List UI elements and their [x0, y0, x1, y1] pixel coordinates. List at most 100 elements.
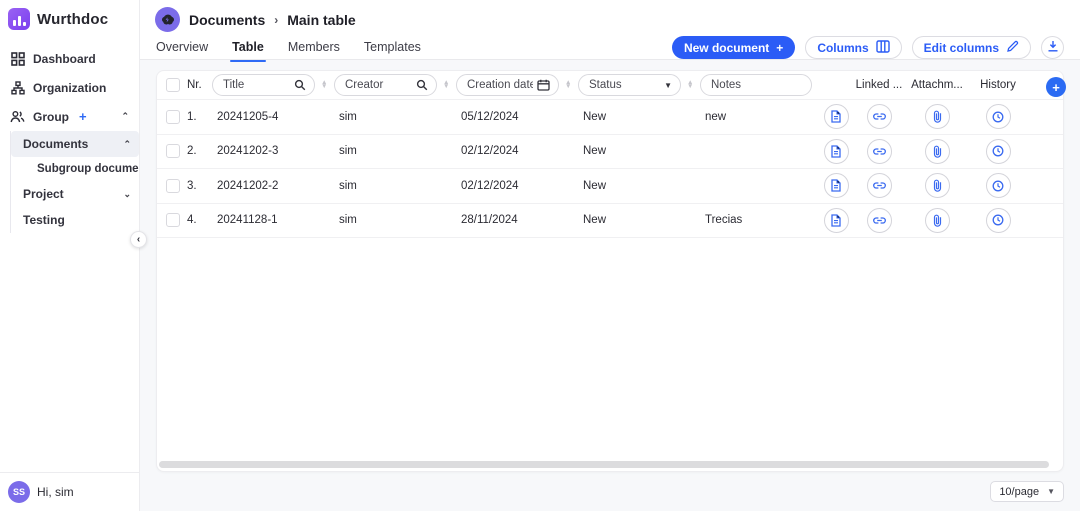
cell-title: 20241202-2 — [217, 179, 279, 192]
document-icon[interactable] — [823, 207, 849, 233]
dashboard-icon — [10, 51, 25, 66]
cell-status: New — [583, 145, 607, 158]
cell-status: New — [583, 214, 607, 227]
tab-table[interactable]: Table — [230, 40, 266, 62]
cell-creation-date: 02/12/2024 — [461, 179, 519, 192]
sort-icon[interactable]: ▲ ▼ — [321, 78, 328, 90]
table-row[interactable]: 4. 20241128-1 sim 28/11/2024 New Trecias — [157, 204, 1063, 238]
row-checkbox[interactable] — [166, 213, 180, 228]
sidebar-item-label: Organization — [33, 80, 107, 95]
cell-nr: 3. — [187, 179, 197, 192]
sidebar-item-testing[interactable]: Testing — [11, 207, 139, 233]
sidebar-item-documents[interactable]: Documents ⌃ — [11, 131, 139, 157]
select-all-checkbox[interactable] — [166, 78, 180, 92]
user-row[interactable]: SS Hi, sim — [0, 472, 139, 511]
chevron-up-icon[interactable]: ⌃ — [121, 111, 129, 121]
sidebar: Wurthdoc Dashboard Organization Group + … — [0, 0, 147, 511]
cell-creator: sim — [339, 145, 357, 158]
document-icon[interactable] — [823, 138, 849, 164]
table-row[interactable]: 3. 20241202-2 sim 02/12/2024 New — [157, 169, 1063, 204]
sidebar-item-project[interactable]: Project ⌄ — [11, 181, 139, 207]
cell-nr: 4. — [187, 214, 197, 227]
new-document-button[interactable]: New document + — [671, 36, 796, 59]
notes-filter — [700, 74, 812, 96]
tab-templates[interactable]: Templates — [363, 40, 421, 54]
history-icon[interactable] — [985, 207, 1011, 233]
scrollbar-thumb[interactable] — [159, 461, 1049, 468]
search-icon[interactable] — [294, 79, 306, 91]
cell-notes: new — [705, 110, 727, 123]
page-size-select[interactable]: 10/page ▼ — [990, 481, 1064, 502]
cell-title: 20241128-1 — [217, 214, 278, 227]
history-icon[interactable] — [985, 104, 1011, 130]
history-icon[interactable] — [985, 173, 1011, 199]
table-row[interactable]: 2. 20241202-3 sim 02/12/2024 New — [157, 135, 1063, 169]
sidebar-item-label: Testing — [23, 213, 65, 227]
breadcrumb-separator-icon: › — [274, 12, 279, 27]
row-checkbox[interactable] — [166, 178, 180, 193]
status-filter-select[interactable] — [589, 79, 661, 91]
attachment-icon[interactable] — [924, 138, 950, 164]
link-icon[interactable] — [866, 104, 892, 130]
search-icon[interactable] — [416, 79, 428, 91]
creation-date-filter-input[interactable] — [467, 79, 533, 91]
calendar-icon[interactable] — [537, 79, 550, 91]
sort-icon[interactable]: ▲ ▼ — [565, 78, 572, 90]
attachment-icon[interactable] — [924, 207, 950, 233]
sidebar-collapse-button[interactable]: ‹ — [130, 231, 147, 248]
pencil-icon — [1006, 40, 1019, 56]
sidebar-item-subgroup-documents[interactable]: Subgroup docume... — [11, 157, 139, 181]
horizontal-scrollbar[interactable] — [159, 461, 1063, 468]
sidebar-item-group[interactable]: Group + ⌃ — [0, 102, 139, 131]
sort-icon[interactable]: ▲ ▼ — [443, 78, 450, 90]
cell-creation-date: 02/12/2024 — [461, 145, 519, 158]
cell-status: New — [583, 110, 607, 123]
attachment-icon[interactable] — [924, 173, 950, 199]
breadcrumb-parent[interactable]: Documents — [189, 11, 266, 28]
app-name: Wurthdoc — [37, 10, 109, 28]
columns-button[interactable]: Columns — [805, 36, 902, 59]
title-filter-input[interactable] — [223, 79, 290, 91]
row-checkbox[interactable] — [166, 144, 180, 159]
app-logo-row: Wurthdoc — [0, 0, 139, 44]
creator-filter-input[interactable] — [345, 79, 412, 91]
tab-overview[interactable]: Overview — [156, 40, 209, 54]
columns-icon — [875, 39, 890, 56]
column-header-nr: Nr. — [187, 79, 202, 91]
add-group-button[interactable]: + — [79, 109, 87, 124]
cell-creator: sim — [339, 110, 357, 123]
cell-creation-date: 28/11/2024 — [461, 214, 518, 227]
link-icon[interactable] — [866, 207, 892, 233]
sidebar-item-label: Subgroup docume... — [37, 163, 139, 175]
chevron-down-icon[interactable]: ⌄ — [123, 188, 131, 199]
download-button[interactable] — [1041, 36, 1064, 59]
sidebar-item-dashboard[interactable]: Dashboard — [0, 44, 139, 73]
document-icon[interactable] — [823, 104, 849, 130]
edit-columns-button[interactable]: Edit columns — [911, 36, 1031, 59]
history-icon[interactable] — [985, 138, 1011, 164]
sort-icon[interactable]: ▲ ▼ — [687, 78, 694, 90]
app-logo-icon — [8, 8, 30, 30]
cell-creator: sim — [339, 179, 357, 192]
edit-columns-label: Edit columns — [923, 40, 999, 55]
creator-filter — [334, 74, 437, 96]
main-area: Documents › Main table Overview Table Me… — [140, 0, 1080, 511]
chevron-up-icon[interactable]: ⌃ — [123, 138, 131, 149]
add-column-button[interactable]: + — [1046, 77, 1066, 97]
attachment-icon[interactable] — [924, 104, 950, 130]
tab-members[interactable]: Members — [287, 40, 340, 54]
table-row[interactable]: 1. 20241205-4 sim 05/12/2024 New new — [157, 100, 1063, 135]
cell-notes: Trecias — [705, 214, 743, 227]
user-greeting: Hi, sim — [37, 485, 74, 499]
link-icon[interactable] — [866, 173, 892, 199]
link-icon[interactable] — [866, 138, 892, 164]
sidebar-item-organization[interactable]: Organization — [0, 73, 139, 102]
tab-bar: Overview Table Members Templates — [140, 32, 1080, 62]
breadcrumb-current: Main table — [287, 11, 356, 28]
row-checkbox[interactable] — [166, 109, 180, 124]
document-icon[interactable] — [823, 173, 849, 199]
notes-filter-input[interactable] — [711, 79, 803, 91]
sidebar-item-label: Project — [23, 187, 64, 201]
cell-nr: 1. — [187, 110, 197, 123]
status-filter[interactable]: ▼ — [578, 74, 681, 96]
